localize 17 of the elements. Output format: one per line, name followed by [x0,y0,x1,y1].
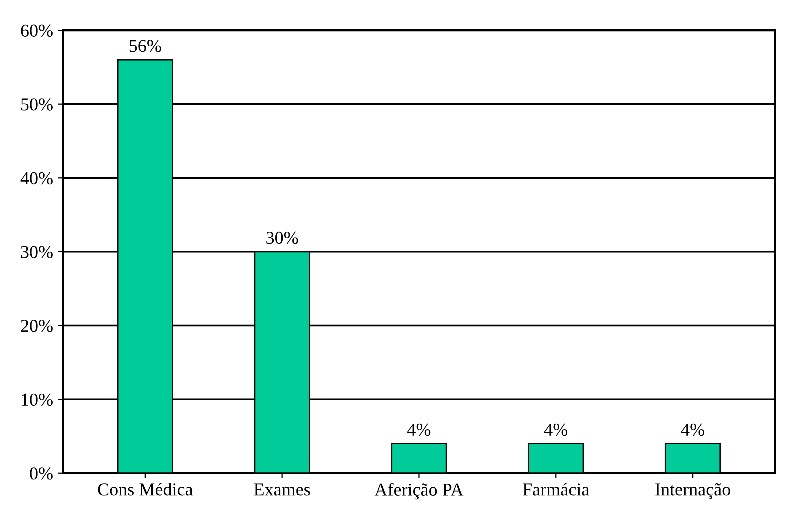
data-label: 56% [130,40,162,52]
x-tick-label: Exames [254,484,310,496]
y-tick-label: 60% [21,24,53,38]
x-tick-label: Aferição PA [374,483,464,500]
y-tick-label: 40% [20,172,53,185]
x-tick-label: Cons Médica [98,483,194,496]
data-label: 4% [681,424,704,436]
data-label: 4% [544,424,568,436]
data-label: 4% [408,424,431,436]
y-tick-label: 50% [22,98,53,111]
data-label: 30% [266,232,298,244]
y-tick-label: 0% [30,468,53,480]
y-tick-label: 20% [21,320,53,332]
y-tick-label: 10% [22,394,53,406]
x-tick-label: Farmácia [523,483,590,496]
x-tick-label: Internação [656,483,730,500]
y-tick-label: 30% [21,246,53,258]
